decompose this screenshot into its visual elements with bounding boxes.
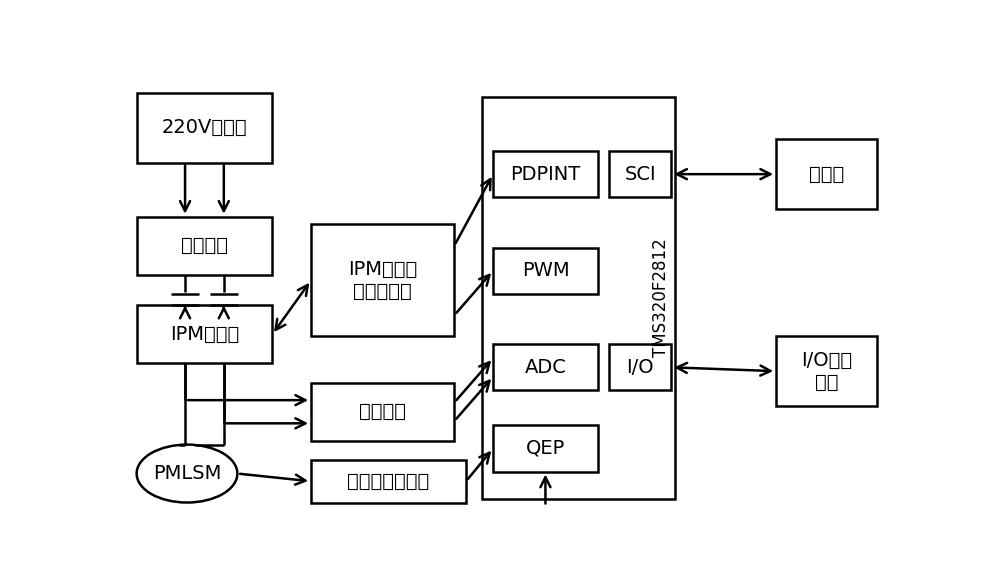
Bar <box>776 336 877 406</box>
Bar <box>493 247 598 294</box>
Bar <box>609 344 671 391</box>
Text: I/O: I/O <box>627 358 654 377</box>
Text: I/O接口
电路: I/O接口 电路 <box>801 351 852 392</box>
Text: IPM隔离保
护驱动电路: IPM隔离保 护驱动电路 <box>348 260 417 301</box>
Bar <box>776 139 877 209</box>
Text: 220V交流电: 220V交流电 <box>162 118 247 137</box>
Bar <box>493 344 598 391</box>
Text: IPM逆变器: IPM逆变器 <box>170 325 239 344</box>
Text: PMLSM: PMLSM <box>153 464 221 483</box>
Bar <box>311 383 454 441</box>
Text: TMS320F2812: TMS320F2812 <box>652 239 670 357</box>
Text: 上位机: 上位机 <box>809 165 844 184</box>
Ellipse shape <box>137 445 237 502</box>
Bar <box>311 460 466 502</box>
Bar <box>482 97 675 499</box>
Text: 位置及速度检测: 位置及速度检测 <box>347 472 430 491</box>
Text: PDPINT: PDPINT <box>510 165 581 184</box>
Text: SCI: SCI <box>625 165 656 184</box>
Text: PWM: PWM <box>522 261 569 280</box>
Bar <box>493 151 598 197</box>
Bar <box>609 151 671 197</box>
Bar <box>493 425 598 471</box>
Bar <box>311 225 454 336</box>
Bar <box>137 93 272 162</box>
Text: 整流电路: 整流电路 <box>181 236 228 255</box>
Text: QEP: QEP <box>526 439 565 458</box>
Bar <box>137 217 272 275</box>
Text: 电流检测: 电流检测 <box>359 402 406 421</box>
Bar <box>137 306 272 363</box>
Text: ADC: ADC <box>524 358 566 377</box>
